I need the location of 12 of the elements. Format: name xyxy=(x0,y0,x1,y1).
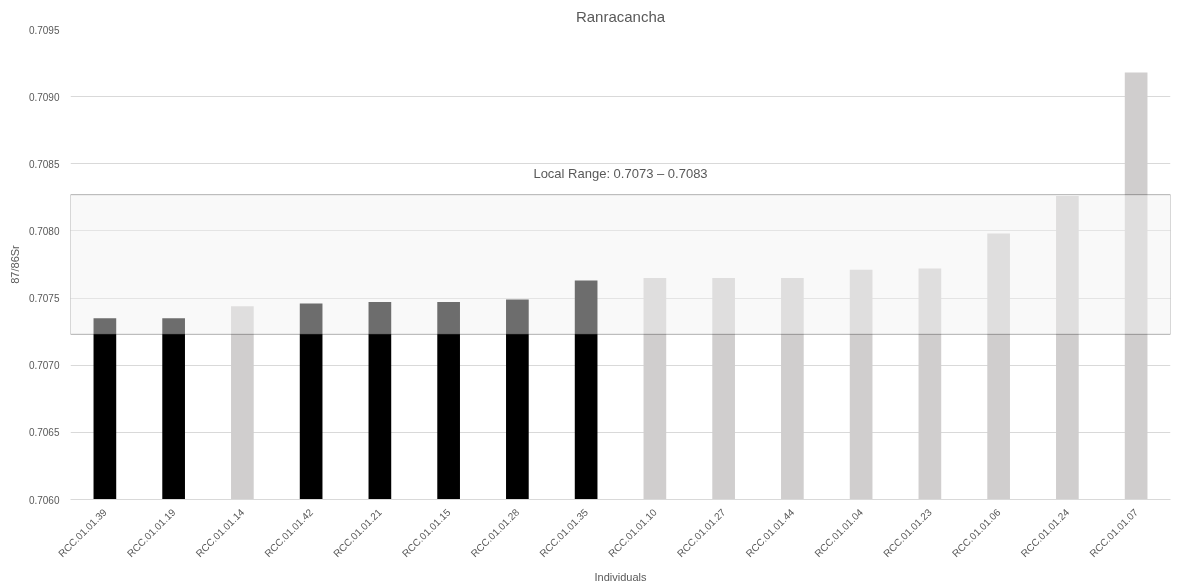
y-tick-label: 0.7080 xyxy=(28,225,60,237)
band-label: Local Range: 0.7073 – 0.7083 xyxy=(533,165,708,181)
chart-title: Ranracancha xyxy=(575,7,666,25)
y-tick-label: 0.7090 xyxy=(28,91,60,103)
x-axis-title: Individuals xyxy=(594,571,647,584)
y-tick-label: 0.7060 xyxy=(28,494,60,506)
y-tick-label: 0.7070 xyxy=(28,360,60,372)
y-tick-label: 0.7065 xyxy=(28,427,60,439)
y-tick-label: 0.7085 xyxy=(28,158,60,170)
y-tick-label: 0.7075 xyxy=(28,293,60,305)
y-tick-label: 0.7095 xyxy=(28,24,60,36)
y-axis-title: 87/86Sr xyxy=(8,244,21,284)
